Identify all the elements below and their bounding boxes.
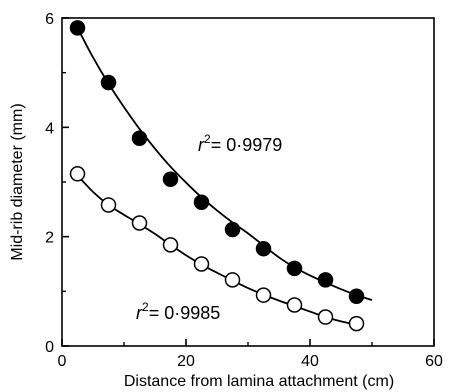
- x-tick-label: 60: [425, 353, 443, 370]
- filled-data-point: [224, 221, 241, 238]
- y-axis-label: Mid-rib diameter (mm): [9, 103, 26, 260]
- x-tick-label: 0: [58, 353, 67, 370]
- y-tick-label: 6: [45, 11, 54, 28]
- r2-symbol: r: [198, 135, 205, 155]
- r2-value: = 0·9985: [149, 303, 221, 323]
- plot-area-frame: [61, 17, 435, 347]
- x-axis-ticks: 0 20 40 60: [58, 339, 443, 370]
- r2-symbol: r: [136, 303, 143, 323]
- filled-data-point: [255, 240, 272, 257]
- r2-value: = 0·9979: [211, 135, 283, 155]
- y-tick-label: 4: [45, 120, 54, 137]
- r2-annotation-filled: r2= 0·9979: [198, 132, 282, 155]
- fit-curve-series-1: [76, 174, 357, 326]
- x-tick-label: 40: [301, 353, 319, 370]
- x-tick-label: 20: [177, 353, 195, 370]
- filled-data-point: [348, 288, 365, 305]
- y-tick-label: 0: [45, 339, 54, 356]
- y-tick-label: 2: [45, 230, 54, 247]
- r2-superscript: 2: [204, 132, 211, 146]
- data-points: [69, 20, 365, 332]
- open-data-point: [69, 166, 86, 182]
- y-axis-ticks: 0 2 4 6: [45, 11, 69, 356]
- filled-data-point: [69, 20, 86, 36]
- filled-data-point: [317, 272, 334, 288]
- open-data-point: [193, 256, 210, 272]
- r2-annotation-open: r2= 0·9985: [136, 300, 220, 323]
- filled-data-point: [162, 171, 179, 188]
- open-data-point: [162, 237, 179, 253]
- filled-data-point: [286, 260, 303, 277]
- r2-superscript: 2: [142, 300, 149, 314]
- open-data-point: [255, 287, 272, 303]
- open-data-point: [224, 272, 241, 288]
- open-data-point: [100, 197, 117, 213]
- filled-data-point: [193, 194, 210, 210]
- open-data-point: [286, 297, 303, 313]
- fit-curve-series-0: [76, 27, 373, 301]
- open-data-point: [131, 215, 148, 231]
- filled-data-point: [100, 74, 117, 91]
- x-axis-label: Distance from lamina attachment (cm): [124, 373, 394, 390]
- filled-data-point: [131, 130, 148, 147]
- open-data-point: [348, 315, 365, 332]
- open-data-point: [317, 309, 334, 325]
